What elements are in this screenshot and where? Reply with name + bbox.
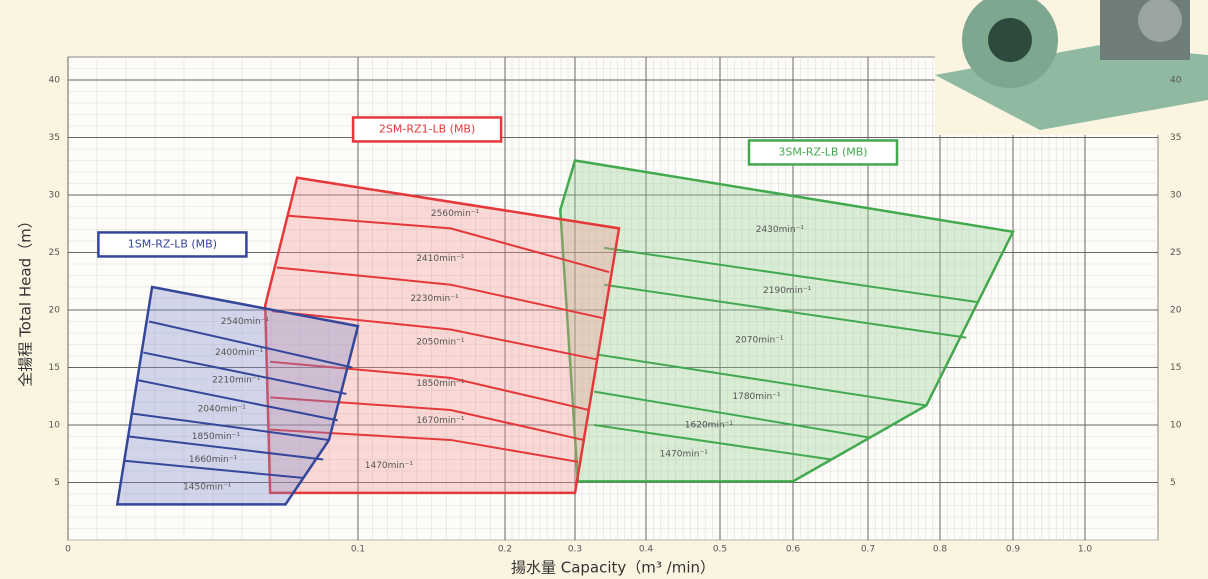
speed-label: 1470min⁻¹: [365, 461, 414, 471]
speed-curve: [137, 379, 338, 422]
y-tick-label: 30: [49, 191, 61, 201]
y-tick-label-right: 30: [1170, 191, 1182, 201]
x-tick-label: 0.8: [933, 545, 948, 555]
x-tick-label: 0.7: [861, 545, 875, 555]
y-tick-label: 10: [49, 421, 61, 431]
region-outline: [115, 285, 360, 506]
series-name: 2SM-RZ1-LB (MB): [379, 122, 475, 135]
speed-label: 2050min⁻¹: [416, 338, 465, 348]
speed-label: 2210min⁻¹: [212, 376, 261, 386]
speed-label: 1470min⁻¹: [660, 449, 709, 459]
series-name-box: [747, 139, 899, 166]
pump-photo: [935, 0, 1208, 135]
x-tick-label: 0.1: [351, 545, 365, 555]
y-tick-label-right: 35: [1170, 133, 1181, 143]
speed-label: 1450min⁻¹: [183, 483, 232, 493]
speed-label: 1850min⁻¹: [192, 432, 241, 442]
y-tick-label: 15: [49, 363, 60, 373]
speed-label: 2540min⁻¹: [221, 317, 270, 327]
speed-curve: [594, 424, 832, 461]
speed-curve: [128, 435, 324, 461]
speed-curve: [288, 214, 610, 274]
speed-label: 2560min⁻¹: [431, 209, 480, 219]
series-name-box: [97, 231, 248, 258]
series-name: 3SM-RZ-LB (MB): [778, 145, 867, 158]
x-tick-label: 0.2: [498, 545, 512, 555]
y-tick-label-right: 20: [1170, 306, 1182, 316]
y-axis-title: 全揚程 Total Head（m）: [17, 213, 35, 386]
y-tick-label-right: 15: [1170, 363, 1181, 373]
y-tick-label: 25: [49, 248, 60, 258]
speed-curve: [598, 353, 927, 407]
x-axis-title: 揚水量 Capacity（m³ /min）: [511, 559, 715, 577]
y-tick-label-right: 10: [1170, 421, 1182, 431]
y-tick-label: 40: [49, 76, 61, 86]
speed-label: 2430min⁻¹: [756, 225, 805, 235]
y-tick-label-right: 25: [1170, 248, 1181, 258]
speed-label: 2230min⁻¹: [410, 294, 459, 304]
speed-curve: [603, 283, 967, 339]
speed-label: 1780min⁻¹: [732, 392, 781, 402]
x-tick-label: 0.5: [713, 545, 727, 555]
x-tick-label: 0.9: [1006, 545, 1021, 555]
speed-label: 1670min⁻¹: [416, 416, 465, 426]
y-tick-label: 35: [49, 133, 60, 143]
speed-curve: [143, 351, 347, 395]
speed-curve: [271, 310, 598, 361]
speed-curve: [123, 459, 303, 479]
y-tick-label-right: 40: [1170, 76, 1182, 86]
speed-label: 1660min⁻¹: [189, 455, 238, 465]
speed-curve: [603, 246, 977, 303]
series-name-box: [351, 116, 503, 143]
speed-curve: [148, 320, 353, 369]
speed-label: 2410min⁻¹: [416, 254, 465, 264]
region-outline: [263, 176, 621, 495]
speed-label: 1620min⁻¹: [685, 421, 734, 431]
x-tick-label: 0.6: [786, 545, 801, 555]
series-name: 1SM-RZ-LB (MB): [128, 237, 217, 250]
x-tick-label: 0: [65, 545, 71, 555]
speed-curve: [276, 266, 603, 320]
speed-curve: [270, 360, 590, 412]
speed-curve: [594, 390, 871, 439]
y-tick-label: 5: [54, 478, 60, 488]
speed-label: 2040min⁻¹: [198, 404, 247, 414]
speed-curve: [270, 396, 584, 441]
x-tick-label: 0.4: [639, 545, 654, 555]
speed-curve: [131, 412, 330, 441]
y-tick-label: 20: [49, 306, 61, 316]
x-tick-label: 0.3: [568, 545, 582, 555]
speed-label: 2070min⁻¹: [735, 335, 784, 345]
speed-label: 2190min⁻¹: [763, 286, 812, 296]
regions: 2430min⁻¹ 2190min⁻¹ 2070min⁻¹ 1780min⁻¹ 1620…: [97, 116, 1015, 506]
speed-label: 2400min⁻¹: [215, 348, 264, 358]
speed-label: 1850min⁻¹: [416, 379, 465, 389]
y-tick-label-right: 5: [1170, 478, 1176, 488]
x-tick-label: 1.0: [1078, 545, 1093, 555]
